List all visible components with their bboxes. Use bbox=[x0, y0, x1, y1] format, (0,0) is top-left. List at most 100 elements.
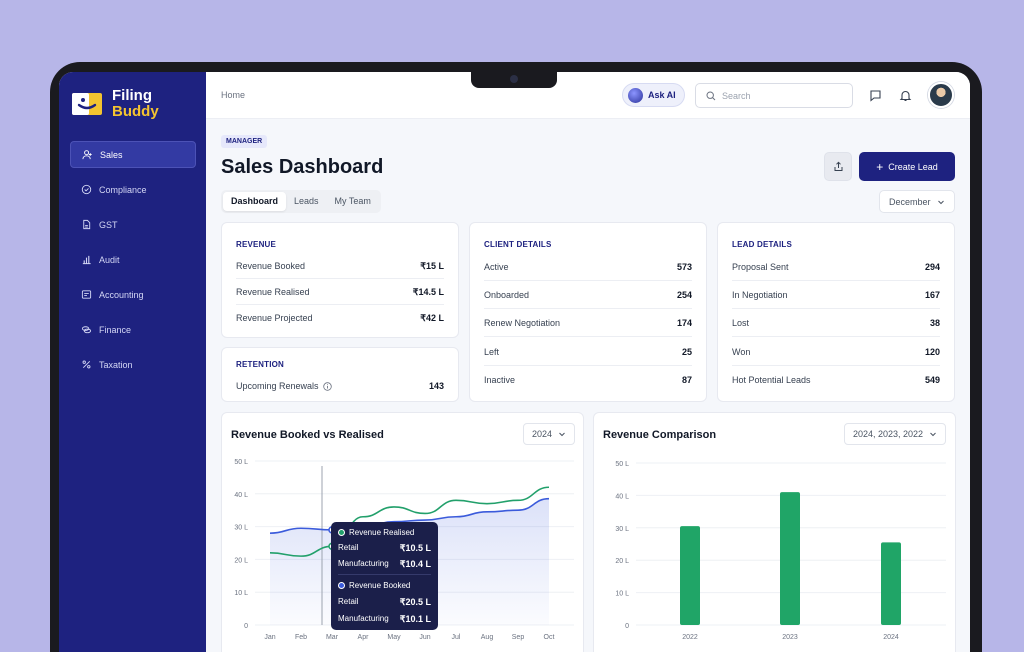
sidebar-item-label: Taxation bbox=[99, 359, 133, 370]
list-item: Inactive 87 bbox=[484, 375, 692, 385]
chevron-down-icon bbox=[938, 200, 944, 204]
share-icon bbox=[834, 161, 842, 171]
row-label: Lost bbox=[732, 318, 750, 328]
top-bar: Home Ask AI Search bbox=[206, 72, 970, 119]
logo-name-line2: Buddy bbox=[112, 103, 159, 120]
y-tick-label: 50 L bbox=[615, 461, 629, 468]
bar-chart[interactable]: 50 L 40 L 30 L 20 L 10 L 0 2022 2023 2024 bbox=[594, 413, 957, 652]
revenue-comparison-card: Revenue Comparison 2024, 2023, 2022 50 L… bbox=[593, 412, 956, 652]
sidebar-item-audit[interactable]: Audit bbox=[70, 246, 196, 273]
search-input[interactable]: Search bbox=[695, 83, 853, 108]
series-line-revenue-realised bbox=[269, 486, 550, 557]
chevron-down-icon bbox=[559, 432, 565, 437]
row-value: ₹14.5 L bbox=[412, 287, 444, 297]
tooltip-value: ₹20.5 L bbox=[399, 597, 431, 607]
realised-dot-icon bbox=[338, 529, 345, 536]
y-tick-label: 50 L bbox=[234, 459, 248, 466]
sidebar-item-finance[interactable]: Finance bbox=[70, 316, 196, 343]
create-lead-label: Create Lead bbox=[888, 161, 938, 172]
x-tick-label: Jan bbox=[264, 634, 275, 641]
row-value: 87 bbox=[681, 375, 692, 385]
tooltip-series-title: Revenue Booked bbox=[349, 581, 411, 590]
row-label: Revenue Booked bbox=[236, 261, 306, 271]
sidebar-item-label: Finance bbox=[99, 324, 132, 335]
list-item: Renew Negotiation 174 bbox=[484, 318, 692, 328]
logo-name-line1: Filing bbox=[112, 87, 152, 104]
row-label: Active bbox=[484, 262, 509, 272]
tab-leads[interactable]: Leads bbox=[294, 196, 319, 206]
sidebar-item-label: Audit bbox=[99, 254, 120, 265]
row-value: 120 bbox=[924, 347, 940, 357]
sidebar-item-taxation[interactable]: Taxation bbox=[70, 351, 196, 378]
row-value: ₹42 L bbox=[420, 313, 444, 323]
card-title: LEAD DETAILS bbox=[732, 240, 793, 249]
y-tick-label: 40 L bbox=[234, 492, 248, 499]
chart-title: Revenue Comparison bbox=[603, 429, 717, 441]
row-label: Proposal Sent bbox=[732, 262, 789, 272]
list-item: In Negotiation 167 bbox=[732, 290, 940, 300]
row-label: Won bbox=[732, 347, 751, 357]
year-select-value: 2024 bbox=[532, 429, 553, 439]
sidebar: Filing Buddy Sales Compliance GST Audit bbox=[59, 72, 206, 652]
breadcrumb[interactable]: Home bbox=[221, 90, 246, 100]
role-badge: MANAGER bbox=[221, 135, 268, 148]
list-item: Revenue Realised ₹14.5 L bbox=[236, 287, 444, 298]
x-tick-label: Feb bbox=[295, 634, 307, 641]
tooltip-value: ₹10.5 L bbox=[399, 543, 431, 553]
bar-chart-icon bbox=[82, 255, 91, 265]
row-label: Revenue Realised bbox=[236, 287, 310, 297]
chat-icon[interactable] bbox=[869, 89, 882, 102]
x-tick-label: May bbox=[387, 634, 401, 641]
row-value: 254 bbox=[676, 290, 692, 300]
bar-2023 bbox=[780, 492, 800, 625]
tab-dashboard[interactable]: Dashboard bbox=[223, 192, 287, 211]
avatar[interactable] bbox=[928, 82, 954, 108]
x-tick-label: 2024 bbox=[883, 634, 899, 641]
row-label: Inactive bbox=[484, 375, 516, 385]
row-label: Onboarded bbox=[484, 290, 530, 300]
y-tick-label: 10 L bbox=[615, 591, 629, 598]
row-value: 294 bbox=[924, 262, 940, 272]
y-tick-label: 30 L bbox=[234, 525, 248, 532]
tab-my-team[interactable]: My Team bbox=[334, 196, 371, 206]
ask-ai-button[interactable]: Ask AI bbox=[622, 83, 685, 107]
share-button[interactable] bbox=[824, 152, 852, 181]
list-item: Won 120 bbox=[732, 347, 940, 357]
app-screen: Filing Buddy Sales Compliance GST Audit bbox=[59, 72, 970, 652]
x-tick-label: Apr bbox=[358, 634, 370, 641]
row-label: Renew Negotiation bbox=[484, 318, 561, 328]
sidebar-item-label: Accounting bbox=[99, 289, 144, 300]
ask-ai-label: Ask AI bbox=[648, 90, 676, 100]
app-logo[interactable]: Filing Buddy bbox=[70, 88, 159, 120]
info-icon[interactable] bbox=[322, 381, 332, 391]
y-tick-label: 20 L bbox=[615, 558, 629, 565]
ledger-icon bbox=[81, 290, 92, 299]
bell-icon[interactable] bbox=[899, 89, 912, 102]
year-select[interactable]: 2024 bbox=[523, 423, 576, 445]
sidebar-item-sales[interactable]: Sales bbox=[70, 141, 196, 168]
row-value: 573 bbox=[676, 262, 692, 272]
years-select-value: 2024, 2023, 2022 bbox=[853, 429, 924, 439]
years-select[interactable]: 2024, 2023, 2022 bbox=[844, 423, 947, 445]
tooltip-value: ₹10.4 L bbox=[399, 559, 431, 569]
y-tick-label: 0 bbox=[625, 623, 629, 630]
sidebar-item-label: Sales bbox=[100, 149, 123, 160]
row-label: In Negotiation bbox=[732, 290, 788, 300]
create-lead-button[interactable]: + Create Lead bbox=[859, 152, 955, 181]
chart-title: Revenue Booked vs Realised bbox=[231, 429, 384, 441]
sidebar-item-label: Compliance bbox=[99, 184, 147, 195]
tooltip-series-title: Revenue Realised bbox=[349, 528, 415, 537]
ai-orb-icon bbox=[628, 87, 643, 103]
coins-icon bbox=[81, 326, 92, 334]
month-select[interactable]: December bbox=[879, 190, 955, 213]
tooltip-value: ₹10.1 L bbox=[399, 614, 431, 624]
sidebar-item-compliance[interactable]: Compliance bbox=[70, 176, 196, 203]
list-item: Left 25 bbox=[484, 347, 692, 357]
chevron-down-icon bbox=[930, 432, 936, 437]
search-icon bbox=[706, 90, 716, 100]
y-tick-label: 10 L bbox=[234, 590, 248, 597]
list-item: Onboarded 254 bbox=[484, 290, 692, 300]
sidebar-item-accounting[interactable]: Accounting bbox=[70, 281, 196, 308]
x-tick-label: Jul bbox=[452, 634, 461, 641]
sidebar-item-gst[interactable]: GST bbox=[70, 211, 196, 238]
